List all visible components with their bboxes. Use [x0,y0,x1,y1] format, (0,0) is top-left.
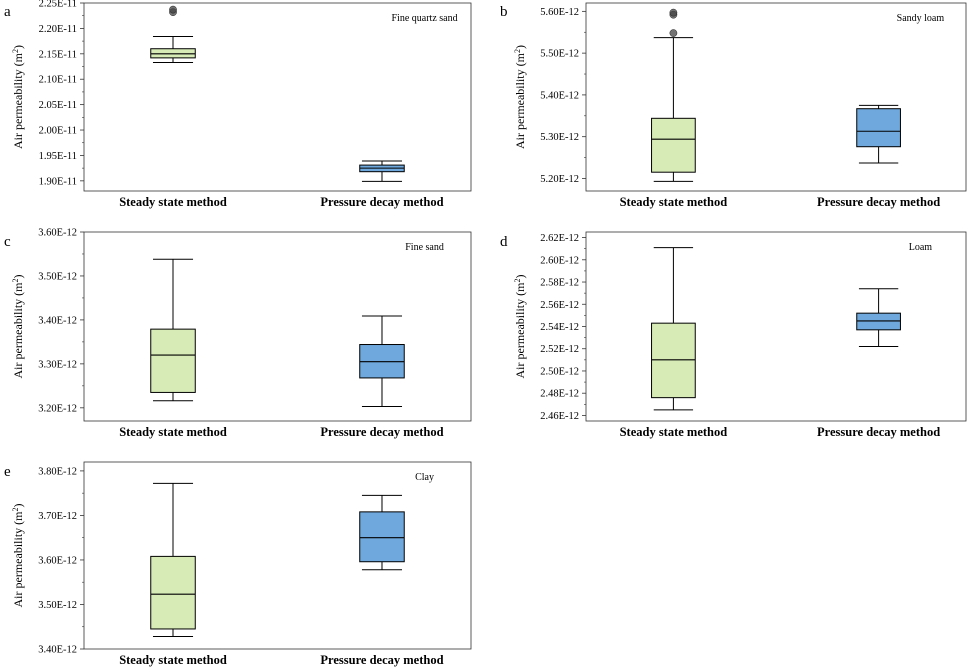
y-tick-label: 3.70E-12 [38,511,77,522]
x-category-label: Pressure decay method [320,653,443,667]
box-steady-state [150,5,196,63]
y-tick-label: 3.60E-12 [38,228,77,239]
y-tick-label: 3.80E-12 [38,466,77,477]
box-body [651,117,696,173]
y-tick-label: 3.40E-12 [38,315,77,326]
y-axis-label-close: ) [11,45,25,49]
y-axis-label-close: ) [513,275,527,279]
chart-title: Sandy loam [897,13,945,24]
y-tick-label: 5.50E-12 [540,49,579,60]
chart-title: Loam [909,242,933,253]
outlier-point [169,5,177,14]
x-category-label: Steady state method [119,653,227,667]
chart-title: Fine quartz sand [392,13,458,24]
y-tick-label: 3.30E-12 [38,359,77,370]
y-tick-label: 2.60E-12 [540,255,579,266]
panel-letter: c [4,234,11,250]
y-tick-label: 1.90E-11 [39,176,77,187]
box-steady-state [150,482,196,638]
box-pressure-decay [856,288,901,348]
chart-title: Clay [415,472,434,483]
chart-title: Fine sand [405,242,444,253]
box-steady-state [150,258,196,402]
x-category-label: Steady state method [620,195,728,209]
y-tick-label: 5.40E-12 [540,90,579,101]
y-tick-label: 2.50E-12 [540,366,579,377]
y-axis-label: Air permeability (m2) [11,504,26,608]
y-tick-label: 2.58E-12 [540,278,579,289]
plot-frame [83,461,472,650]
panel-letter: d [500,234,508,250]
y-axis-label-sup: 2 [11,49,20,53]
chart-panel-c: c Fine sand 3.20E-12 3.30E-12 3.40E-12 3.50E-… [4,228,472,439]
x-category-label: Pressure decay method [817,425,940,439]
plot-frame [83,231,472,422]
y-axis-label: Air permeability (m2) [513,45,528,149]
y-axis-label: Air permeability (m2) [513,275,528,379]
plot-frame [585,231,967,422]
y-tick-label: 2.52E-12 [540,344,579,355]
panel-letter: e [4,464,11,480]
y-tick-label: 3.20E-12 [38,403,77,414]
box-body [856,312,901,331]
box-body [150,328,196,393]
x-category-label: Pressure decay method [817,195,940,209]
box-steady-state [651,8,696,182]
y-tick-label: 2.54E-12 [540,322,579,333]
plot-frame [83,2,472,192]
chart-panel-d: d Loam 2.46E-12 2.48E-12 2.50E-12 2.52E-12 2.5… [500,231,967,439]
x-category-label: Steady state method [119,195,227,209]
y-tick-label: 3.60E-12 [38,555,77,566]
y-tick-label: 2.48E-12 [540,389,579,400]
y-tick-label: 3.40E-12 [38,645,77,656]
y-tick-label: 3.50E-12 [38,271,77,282]
y-tick-label: 2.15E-11 [39,49,77,60]
y-axis-label-sup: 2 [11,279,20,283]
y-axis-label: Air permeability (m2) [11,45,26,149]
y-tick-label: 2.25E-11 [39,0,77,10]
x-category-label: Pressure decay method [320,425,443,439]
chart-panel-a: a Fine quartz sand 1.90E-11 1.95E-11 2.00E-1… [4,0,472,209]
y-tick-label: 5.30E-12 [540,132,579,143]
panel-letter: a [4,4,11,20]
y-axis-label-sup: 2 [513,49,522,53]
box-body [651,322,696,399]
y-tick-label: 2.05E-11 [39,100,77,111]
outlier-point [669,29,678,37]
box-pressure-decay [359,315,405,407]
y-axis-label: Air permeability (m2) [11,275,26,379]
y-tick-label: 5.20E-12 [540,174,579,185]
outlier-point [669,8,678,17]
chart-panel-e: e Clay 3.40E-12 3.50E-12 3.60E-12 3.70E-12 3.8… [4,461,472,667]
box-pressure-decay [359,494,405,571]
y-tick-label: 2.46E-12 [540,411,579,422]
y-axis-label-sup: 2 [513,279,522,283]
x-category-label: Steady state method [119,425,227,439]
y-tick-label: 2.56E-12 [540,300,579,311]
box-body [359,511,405,563]
y-tick-label: 1.95E-11 [39,151,77,162]
box-steady-state [651,247,696,411]
box-body [150,555,196,630]
y-tick-label: 2.10E-11 [39,75,77,86]
y-tick-label: 3.50E-12 [38,600,77,611]
x-category-label: Pressure decay method [320,195,443,209]
plot-frame [585,2,967,192]
box-pressure-decay [359,160,405,182]
y-tick-label: 2.00E-11 [39,126,77,137]
chart-panel-b: b Sandy loam 5.20E-12 5.30E-12 5.40E-12 5.50E… [500,2,967,209]
y-axis-label-close: ) [11,275,25,279]
y-axis-label-close: ) [513,45,527,49]
y-tick-label: 2.20E-11 [39,24,77,35]
x-category-label: Steady state method [620,425,728,439]
panel-letter: b [500,4,508,20]
y-tick-label: 5.60E-12 [540,7,579,18]
y-axis-label-close: ) [11,504,25,508]
box-body [856,108,901,148]
box-pressure-decay [856,104,901,164]
y-axis-label-sup: 2 [11,508,20,512]
y-tick-label: 2.62E-12 [540,233,579,244]
